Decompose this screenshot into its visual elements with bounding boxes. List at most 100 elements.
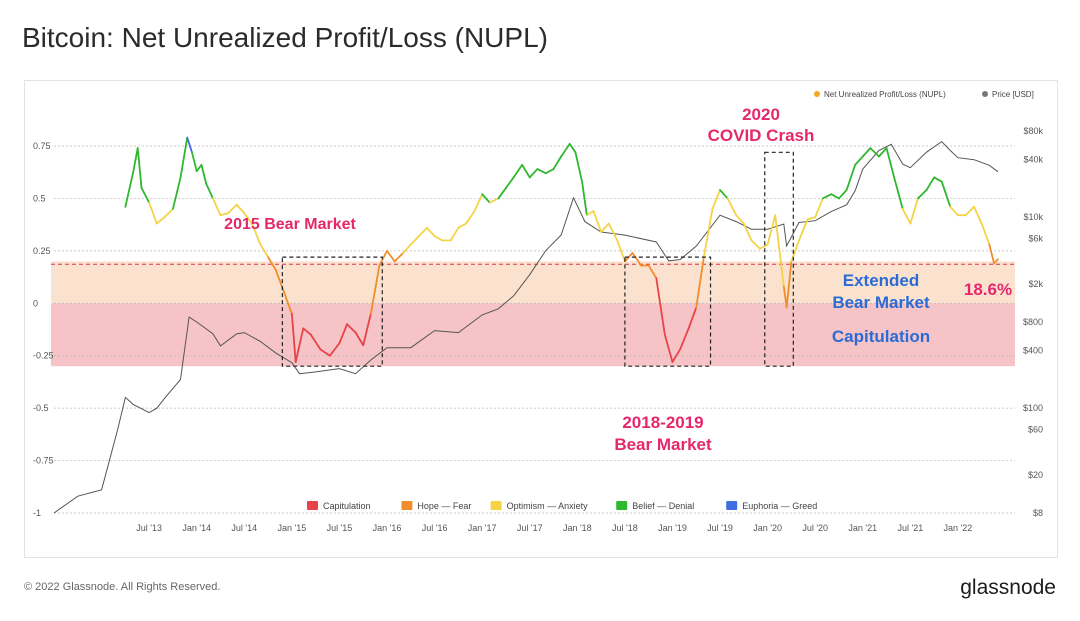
nupl-segment bbox=[536, 168, 547, 175]
nupl-segment bbox=[869, 147, 880, 158]
nupl-segment bbox=[581, 180, 588, 217]
nupl-segment bbox=[426, 226, 436, 238]
x-tick-label: Jul '20 bbox=[802, 523, 828, 533]
legend-price-dot bbox=[982, 91, 988, 97]
nupl-segment bbox=[600, 222, 610, 233]
nupl-segment bbox=[449, 226, 460, 242]
x-tick-label: Jan '15 bbox=[277, 523, 306, 533]
y-left-tick-label: -0.75 bbox=[33, 456, 54, 466]
nupl-segment bbox=[861, 147, 872, 158]
nupl-segment bbox=[235, 203, 246, 215]
y-left-tick-label: 0 bbox=[33, 298, 38, 308]
legend-item-label: Belief — Denial bbox=[632, 501, 694, 511]
nupl-segment bbox=[346, 323, 357, 334]
y-right-tick-label: $80k bbox=[1023, 126, 1043, 136]
x-tick-label: Jan '17 bbox=[468, 523, 497, 533]
nupl-segment bbox=[933, 176, 943, 183]
nupl-segment bbox=[298, 327, 305, 347]
nupl-segment bbox=[940, 180, 952, 208]
nupl-segment bbox=[497, 187, 507, 200]
price-line bbox=[53, 140, 999, 514]
nupl-segment bbox=[980, 222, 991, 246]
nupl-segment bbox=[964, 205, 975, 217]
nupl-segment bbox=[294, 344, 301, 363]
nupl-segment bbox=[845, 163, 857, 191]
bottom-legend: Capitulation Hope — Fear Optimism — Anxiet… bbox=[307, 501, 817, 511]
nupl-segment bbox=[687, 306, 698, 330]
nupl-segment bbox=[655, 277, 666, 336]
nupl-segment bbox=[647, 264, 658, 280]
nupl-segment bbox=[830, 193, 840, 200]
nupl-segment bbox=[186, 136, 193, 154]
legend-price-label: Price [USD] bbox=[992, 90, 1034, 99]
y-right-tick-label: $800 bbox=[1023, 317, 1043, 327]
y-left-tick-label: 0.25 bbox=[33, 246, 51, 256]
highlight-box bbox=[281, 256, 383, 367]
x-tick-label: Jan '20 bbox=[753, 523, 782, 533]
x-tick-label: Jul '18 bbox=[612, 523, 638, 533]
x-tick-label: Jan '21 bbox=[848, 523, 877, 533]
nupl-segment bbox=[290, 312, 297, 363]
nupl-segment bbox=[433, 235, 444, 242]
nupl-segment bbox=[711, 189, 721, 210]
nupl-segment bbox=[878, 147, 888, 158]
highlight-box bbox=[624, 256, 712, 367]
nupl-segment bbox=[528, 168, 539, 179]
nupl-segment bbox=[369, 264, 381, 315]
nupl-segment bbox=[702, 208, 714, 259]
nupl-segment bbox=[814, 197, 824, 219]
annotation-covid-year: 2020 bbox=[742, 105, 780, 124]
nupl-segment bbox=[885, 147, 896, 179]
nupl-segment bbox=[568, 143, 577, 154]
nupl-segment bbox=[695, 256, 705, 309]
nupl-segment bbox=[362, 312, 372, 347]
nupl-segment bbox=[243, 212, 253, 225]
y-right-tick-label: $40k bbox=[1023, 155, 1043, 165]
x-tick-label: Jan '22 bbox=[944, 523, 973, 533]
nupl-segment bbox=[735, 214, 745, 225]
x-tick-label: Jan '19 bbox=[658, 523, 687, 533]
band-extended-bear-market bbox=[51, 261, 1015, 304]
nupl-segment bbox=[132, 147, 139, 175]
nupl-segment bbox=[354, 331, 365, 347]
nupl-segment bbox=[592, 210, 603, 233]
nupl-segment bbox=[512, 163, 524, 179]
nupl-segment bbox=[191, 151, 198, 173]
chart-panel: glassnode 0.750.50.250-0.25-0.5-0.75-1$8… bbox=[24, 80, 1058, 558]
nupl-segment bbox=[302, 327, 312, 336]
nupl-segment bbox=[259, 243, 269, 259]
nupl-segment bbox=[488, 197, 500, 204]
nupl-segment bbox=[378, 249, 388, 267]
nupl-segment bbox=[267, 256, 277, 271]
nupl-segment bbox=[179, 136, 189, 179]
nupl-segment bbox=[917, 189, 928, 200]
nupl-segment bbox=[750, 239, 761, 250]
nupl-segment bbox=[893, 176, 904, 210]
x-tick-label: Jul '17 bbox=[517, 523, 543, 533]
y-left-tick-label: -1 bbox=[33, 508, 41, 518]
legend-swatch bbox=[307, 501, 318, 510]
top-legend: Net Unrealized Profit/Loss (NUPL) Price … bbox=[814, 90, 1034, 99]
y-right-tick-label: $20 bbox=[1028, 470, 1043, 480]
copyright: © 2022 Glassnode. All Rights Reserved. bbox=[24, 581, 221, 593]
nupl-segment bbox=[310, 333, 322, 351]
y-left-tick-label: -0.5 bbox=[33, 403, 49, 413]
highlight-box bbox=[764, 151, 794, 367]
annotation-threshold-pct: 18.6% bbox=[964, 280, 1012, 299]
annotation-extended-bear: Bear Market bbox=[832, 293, 930, 312]
nupl-segment bbox=[457, 222, 467, 229]
nupl-segment bbox=[409, 226, 428, 246]
nupl-segment bbox=[219, 212, 230, 217]
y-left-tick-label: 0.5 bbox=[33, 193, 46, 203]
nupl-segment bbox=[988, 243, 995, 265]
nupl-segment bbox=[329, 342, 341, 357]
nupl-segment bbox=[545, 168, 555, 175]
annotation-extended: Extended bbox=[843, 271, 920, 290]
nupl-segment bbox=[785, 260, 793, 309]
nupl-segment bbox=[251, 222, 262, 246]
x-tick-label: Jul '16 bbox=[422, 523, 448, 533]
nupl-segment bbox=[821, 193, 833, 200]
nupl-segment bbox=[505, 176, 515, 189]
nupl-segment bbox=[195, 163, 203, 173]
legend-item-label: Hope — Fear bbox=[417, 501, 471, 511]
